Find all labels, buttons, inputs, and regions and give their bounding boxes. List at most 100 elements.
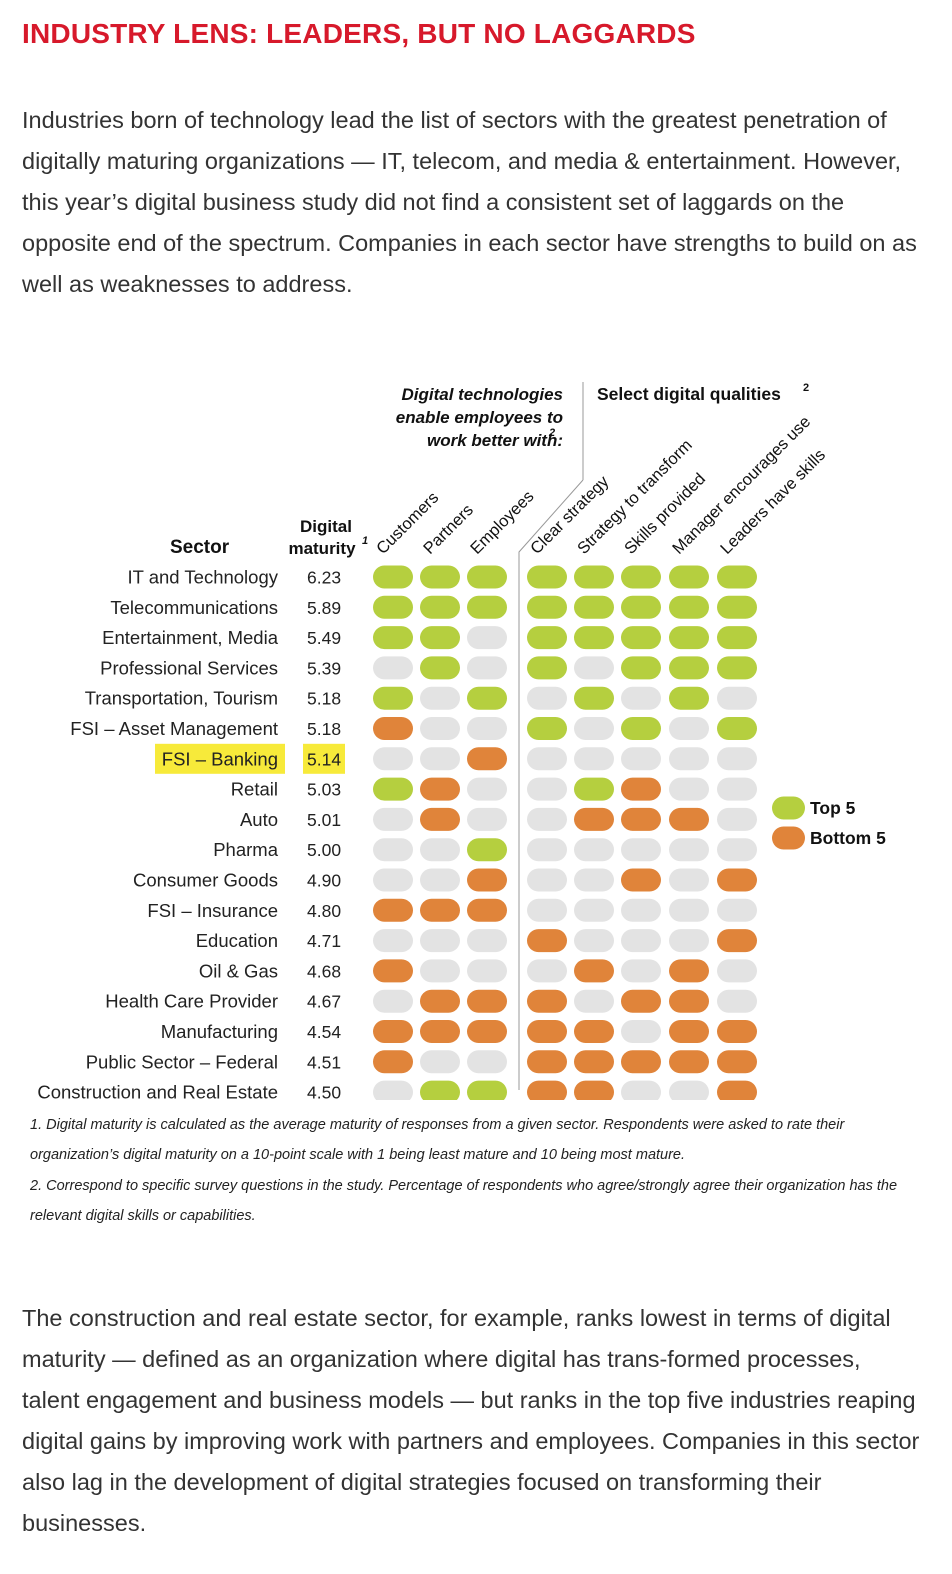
heatmap-cell: [574, 717, 614, 740]
heatmap-cell: [621, 1080, 661, 1100]
maturity-value: 5.18: [307, 689, 341, 709]
heatmap-cell: [669, 868, 709, 892]
heatmap-cell: [574, 565, 614, 589]
heatmap-cell: [373, 717, 413, 740]
heatmap-cell: [621, 838, 661, 862]
legend-label: Top 5: [810, 798, 856, 818]
heatmap-cell: [467, 565, 507, 589]
sector-label: Manufacturing: [161, 1021, 278, 1042]
table-row: Telecommunications 5.89: [110, 595, 757, 619]
maturity-value: 5.89: [307, 598, 341, 618]
heatmap-cell: [574, 777, 614, 801]
heatmap-cell: [420, 1020, 460, 1043]
heatmap-cell: [669, 717, 709, 740]
table-row: Oil & Gas 4.68: [199, 959, 757, 983]
legend-label: Bottom 5: [810, 828, 886, 848]
heatmap-cell: [574, 959, 614, 983]
heatmap-cell: [467, 868, 507, 892]
group1-footnote-marker: 2: [548, 427, 555, 439]
heatmap-cell: [420, 656, 460, 680]
chart-rows: IT and Technology 6.23 Telecommunications 5…: [37, 565, 757, 1100]
heatmap-cell: [717, 747, 757, 771]
heatmap-cell: [527, 686, 567, 710]
heatmap-cell: [621, 777, 661, 801]
maturity-column-header-line2: maturity: [288, 539, 356, 558]
heatmap-cell: [420, 898, 460, 922]
heatmap-cell: [717, 898, 757, 922]
heatmap-cell: [420, 868, 460, 892]
heatmap-cell: [669, 656, 709, 680]
heatmap-cell: [717, 868, 757, 892]
legend-item: Top 5: [772, 796, 856, 820]
sector-label: Education: [196, 930, 278, 951]
heatmap-cell: [621, 1050, 661, 1074]
footnote-1: 1. Digital maturity is calculated as the…: [30, 1117, 845, 1163]
maturity-value: 4.68: [307, 961, 341, 981]
table-row: Pharma 5.00: [213, 838, 757, 862]
heatmap-cell: [373, 1080, 413, 1100]
maturity-column-header-line1: Digital: [300, 517, 352, 536]
page-title: INDUSTRY LENS: LEADERS, BUT NO LAGGARDS: [22, 18, 696, 49]
heatmap-cell: [373, 595, 413, 619]
sector-highlight: [155, 743, 285, 774]
heatmap-cell: [669, 959, 709, 983]
heatmap-cell: [420, 1050, 460, 1074]
heatmap-cell: [420, 595, 460, 619]
heatmap-cell: [717, 777, 757, 801]
heatmap-cell: [467, 1050, 507, 1074]
table-row: Auto 5.01: [240, 807, 757, 831]
heatmap-cell: [574, 989, 614, 1013]
heatmap-cell: [467, 595, 507, 619]
maturity-value: 5.14: [307, 749, 341, 769]
heatmap-cell: [373, 959, 413, 983]
table-row: IT and Technology 6.23: [127, 565, 757, 589]
heatmap-cell: [669, 838, 709, 862]
table-row: Manufacturing 4.54: [161, 1020, 757, 1043]
heatmap-cell: [717, 717, 757, 740]
heatmap-cell: [420, 838, 460, 862]
heatmap-cell: [420, 959, 460, 983]
heatmap-cell: [621, 686, 661, 710]
heatmap-cell: [669, 929, 709, 953]
heatmap-cell: [467, 959, 507, 983]
maturity-value: 4.90: [307, 871, 341, 891]
heatmap-cell: [373, 747, 413, 771]
heatmap-cell: [574, 1050, 614, 1074]
group1-label-line-3: work better with:: [427, 431, 563, 450]
heatmap-cell: [467, 807, 507, 831]
heatmap-cell: [527, 838, 567, 862]
group2-label: Select digital qualities: [597, 384, 781, 404]
sector-label: FSI – Banking: [162, 748, 278, 769]
heatmap-cell: [621, 565, 661, 589]
heatmap-cell: [621, 717, 661, 740]
legend-item: Bottom 5: [772, 826, 886, 850]
maturity-value: 5.03: [307, 780, 341, 800]
heatmap-cell: [717, 989, 757, 1013]
heatmap-cell: [621, 595, 661, 619]
heatmap-cell: [669, 565, 709, 589]
heatmap-cell: [669, 898, 709, 922]
table-row: FSI – Asset Management 5.18: [70, 717, 757, 740]
heatmap-cell: [621, 747, 661, 771]
heatmap-cell: [717, 565, 757, 589]
sector-label: FSI – Insurance: [147, 900, 278, 921]
maturity-value: 4.67: [307, 992, 341, 1012]
heatmap-cell: [574, 838, 614, 862]
heatmap-cell: [373, 838, 413, 862]
sector-label: Auto: [240, 809, 278, 830]
heatmap-cell: [373, 1020, 413, 1043]
maturity-value: 4.50: [307, 1083, 341, 1100]
heatmap-cell: [373, 686, 413, 710]
sector-label: FSI – Asset Management: [70, 718, 278, 739]
chart-legend: Top 5 Bottom 5: [772, 796, 886, 850]
heatmap-cell: [373, 626, 413, 650]
heatmap-cell: [420, 1080, 460, 1100]
chart-headers: Sector Digital maturity 1 Digital technologi…: [170, 382, 829, 1090]
heatmap-cell: [621, 1020, 661, 1043]
heatmap-cell: [717, 838, 757, 862]
heatmap-cell: [574, 686, 614, 710]
heatmap-cell: [669, 807, 709, 831]
maturity-value: 5.39: [307, 658, 341, 678]
sector-label: Entertainment, Media: [102, 627, 279, 648]
heatmap-cell: [527, 1080, 567, 1100]
